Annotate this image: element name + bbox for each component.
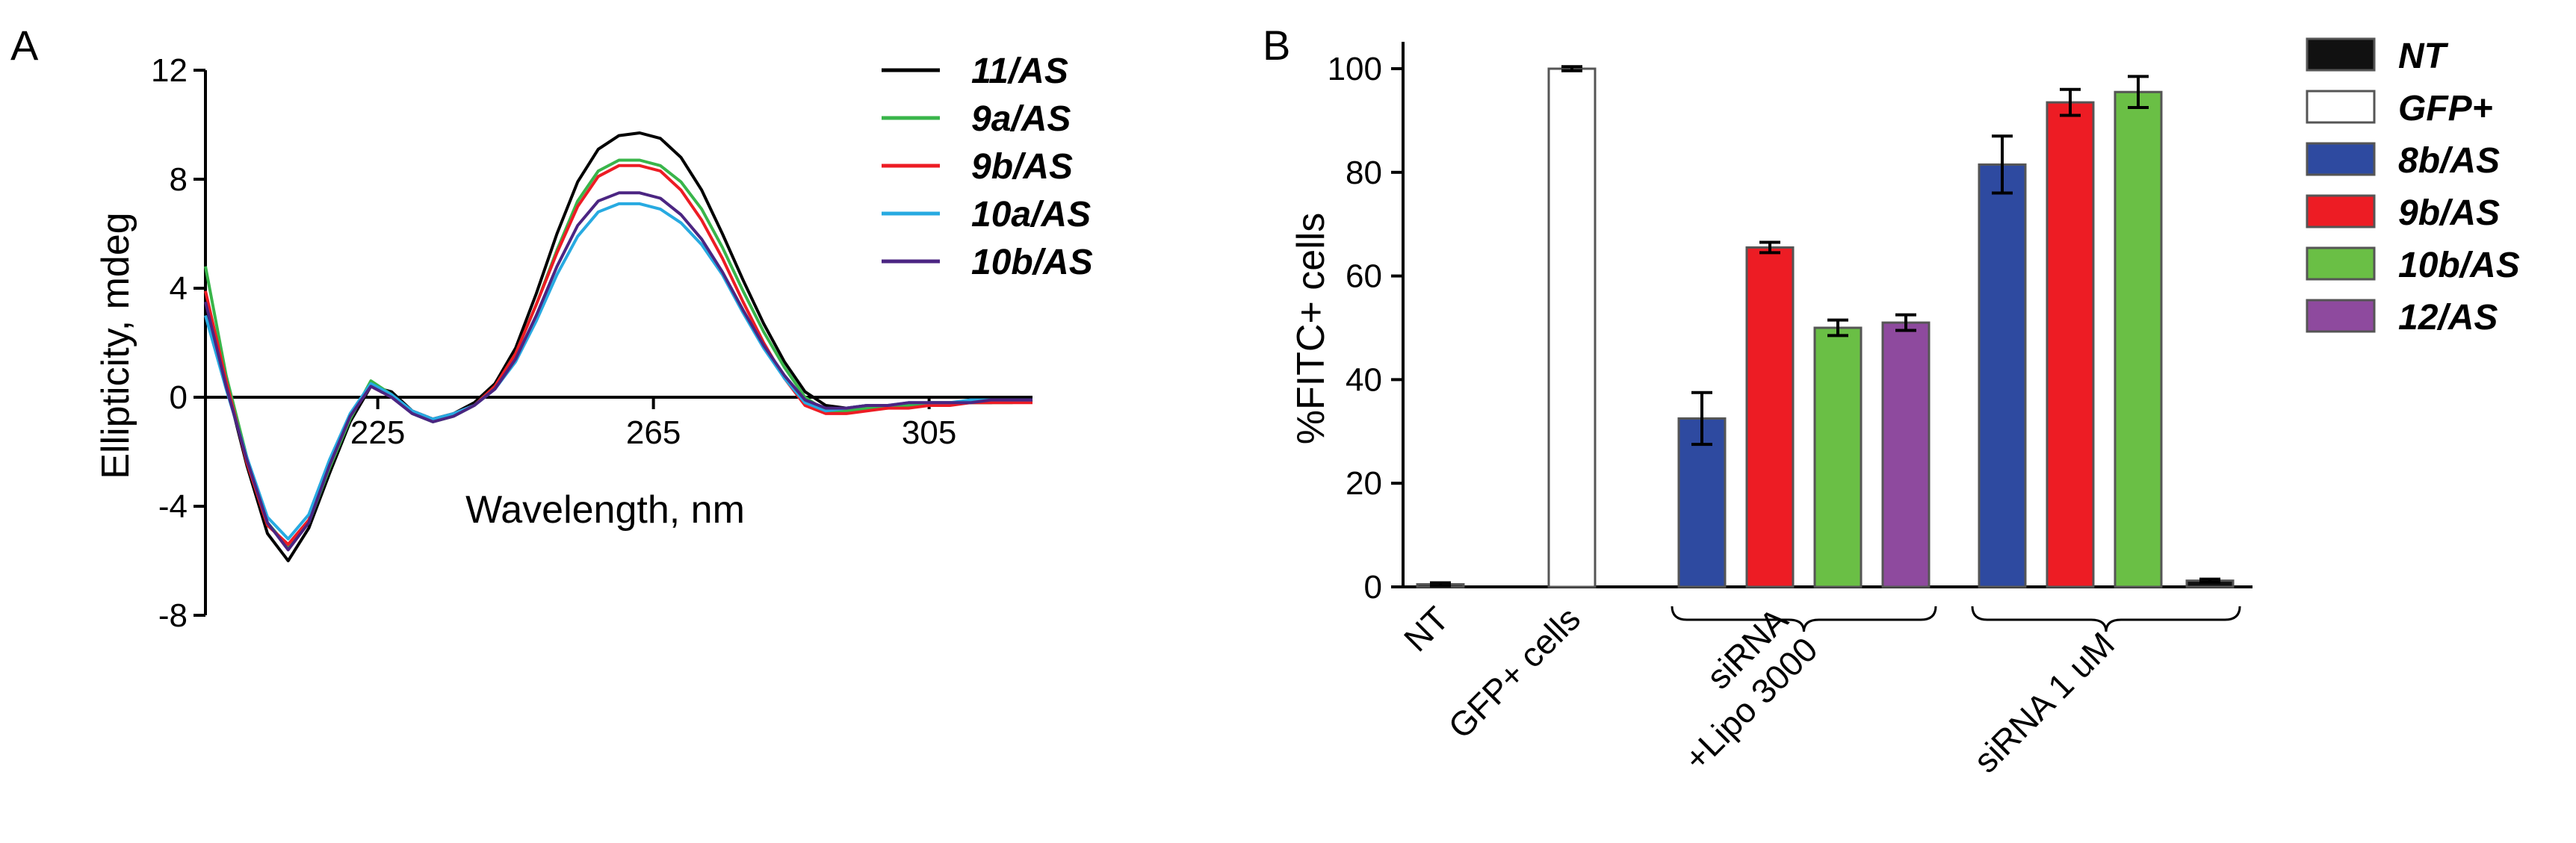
panel-b-legend-swatch xyxy=(2306,246,2376,281)
panel-a-y-tick-label: -8 xyxy=(158,597,188,634)
panel-b-y-tick-label: 20 xyxy=(1346,465,1382,502)
panel-b-bar-9b-as xyxy=(1745,246,1795,588)
panel-b-error-bar xyxy=(1992,134,2013,195)
panel-a-legend-label: 10a/AS xyxy=(971,195,1091,234)
panel-b-error-bar xyxy=(1759,240,1780,255)
panel-b-error-bar xyxy=(1561,65,1582,72)
panel-b-bar-9b-as xyxy=(2046,101,2095,588)
panel-b-category-label-line: NT xyxy=(1396,599,1456,659)
panel-b-bar-8b-as xyxy=(1677,417,1727,588)
panel-a-y-axis-label: Ellipticity, mdeg xyxy=(94,212,137,479)
panel-b-category-label-line: siRNA 1 uM xyxy=(1966,624,2122,780)
panel-a-legend-label: 10b/AS xyxy=(971,243,1093,282)
panel-a-series-line-10b-as xyxy=(204,191,1032,552)
panel-b-y-tick-label: 40 xyxy=(1346,361,1382,398)
panel-b-error-bar xyxy=(2060,87,2081,117)
panel-a-y-tick-label: 12 xyxy=(151,52,188,89)
panel-b-category-label: siRNA+Lipo 3000 xyxy=(1647,600,1824,778)
panel-a-x-tick-label: 265 xyxy=(626,414,681,451)
panel-a-y-tick-label: -4 xyxy=(158,488,188,525)
panel-b-error-bar xyxy=(1827,318,1848,337)
panel-b-category-label: NT xyxy=(1396,599,1456,659)
panel-b-y-tick-label: 80 xyxy=(1346,155,1382,191)
panel-a-label: A xyxy=(10,22,39,69)
panel-b-error-bar xyxy=(1895,313,1916,332)
panel-a-legend-label: 9a/AS xyxy=(971,99,1071,139)
panel-b-legend-label: GFP+ xyxy=(2398,89,2493,128)
panel-b-error-bar xyxy=(1691,391,1712,447)
panel-b-error-bar xyxy=(1430,581,1451,588)
panel-b-error-bar xyxy=(2128,75,2149,110)
panel-a-legend-label: 11/AS xyxy=(971,52,1068,91)
panel-b-bar-12-as xyxy=(1881,321,1931,588)
panel-b-y-tick-label: 100 xyxy=(1328,51,1382,87)
panel-b-category-label: GFP+ cells xyxy=(1440,599,1588,746)
panel-b-legend-swatch xyxy=(2306,142,2376,176)
panel-b-y-axis-label: %FITC+ cells xyxy=(1289,213,1333,445)
panel-b-bar-10b-as xyxy=(2114,90,2163,588)
panel-b-bar-8b-as xyxy=(1978,163,2027,588)
panel-a-y-tick-label: 4 xyxy=(170,270,188,307)
panel-a-x-axis-label: Wavelength, nm xyxy=(465,488,745,532)
panel-b-bar-10b-as xyxy=(1813,326,1863,588)
panel-a-y-tick-label: 8 xyxy=(170,161,188,198)
panel-a-y-tick-label: 0 xyxy=(170,379,188,416)
panel-b-legend-label: 10b/AS xyxy=(2398,246,2520,285)
panel-b-legend-swatch xyxy=(2306,299,2376,333)
panel-a-x-tick-label: 305 xyxy=(902,414,956,451)
panel-b-legend-label: 9b/AS xyxy=(2398,193,2500,233)
panel-b-y-tick-label: 60 xyxy=(1346,258,1382,295)
panel-b-group-bracket xyxy=(1971,606,2241,632)
panel-b-legend-swatch xyxy=(2306,37,2376,72)
panel-b-legend-label: NT xyxy=(2398,37,2449,76)
panel-b-y-tick-label: 0 xyxy=(1364,569,1382,606)
panel-b-category-label: siRNA 1 uM xyxy=(1966,624,2122,780)
panel-b-error-bar xyxy=(2199,577,2220,584)
panel-a-x-tick-label: 225 xyxy=(350,414,405,451)
panel-b-category-label-line: GFP+ cells xyxy=(1440,599,1588,746)
panel-a-plot: 12 8 4 0 -4 -8 225 265 305 11/AS 9a/AS 9b/AS 10a/A… xyxy=(151,52,1093,634)
panel-b-legend-swatch xyxy=(2306,90,2376,124)
panel-a-legend-label: 9b/AS xyxy=(971,147,1073,187)
panel-b-legend-swatch xyxy=(2306,194,2376,228)
panel-b-legend-label: 12/AS xyxy=(2398,298,2498,337)
panel-b-label: B xyxy=(1263,22,1290,69)
panel-b-bar-gfp-plus xyxy=(1547,67,1597,588)
panel-b-group-bracket xyxy=(1671,606,1937,632)
panel-a-series-line-9b-as xyxy=(204,164,1032,547)
panel-b-legend-label: 8b/AS xyxy=(2398,141,2500,181)
